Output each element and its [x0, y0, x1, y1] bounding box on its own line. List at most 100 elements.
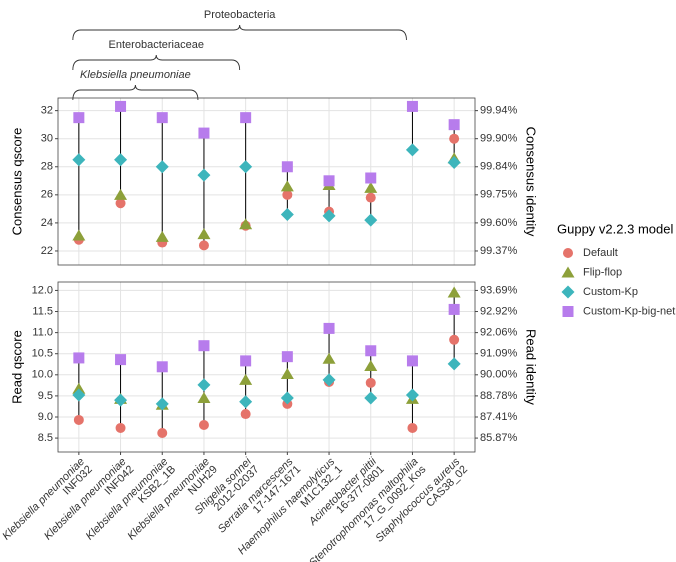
point [72, 153, 86, 167]
y2-tick-label: 99.60% [480, 217, 518, 229]
y-tick-label: 10.5 [32, 348, 53, 360]
point [365, 377, 376, 388]
y-axis-title: Read qscore [9, 330, 24, 404]
y2-tick-label: 99.90% [480, 133, 518, 145]
point [198, 127, 210, 139]
point [114, 188, 128, 200]
legend-marker [561, 285, 575, 299]
y-tick-label: 9.5 [38, 390, 53, 402]
point [197, 168, 211, 182]
y2-tick-label: 99.94% [480, 105, 518, 117]
legend-label: Custom-Kp-big-net [583, 305, 675, 317]
point [156, 112, 168, 124]
point [239, 218, 253, 230]
point [364, 359, 378, 371]
y2-tick-label: 99.75% [480, 189, 518, 201]
y-tick-label: 10.0 [32, 369, 53, 381]
y2-axis-title: Read identity [524, 329, 539, 405]
point [240, 355, 252, 367]
y-tick-label: 26 [41, 189, 53, 201]
y-tick-label: 11.5 [32, 305, 53, 317]
y2-tick-label: 88.78% [480, 390, 518, 402]
point [155, 160, 169, 174]
panel [58, 98, 475, 265]
point [323, 322, 335, 334]
legend-label: Custom-Kp [583, 286, 638, 298]
y-tick-label: 9.0 [38, 411, 53, 423]
y2-tick-label: 93.69% [480, 284, 518, 296]
panel-border [57, 97, 476, 266]
point [364, 391, 378, 405]
point [449, 334, 460, 345]
point [73, 112, 85, 124]
point [197, 228, 211, 240]
y2-tick-label: 92.92% [480, 305, 518, 317]
point [407, 422, 418, 433]
point [322, 209, 336, 223]
point [405, 143, 419, 157]
point [365, 345, 377, 357]
point [72, 388, 86, 402]
legend-label: Flip-flop [583, 266, 622, 278]
point [239, 395, 253, 409]
point [365, 192, 376, 203]
point [280, 367, 294, 379]
y-tick-label: 11.0 [32, 327, 53, 339]
point [72, 382, 86, 394]
y2-axis-title: Consensus identity [524, 127, 539, 237]
point [364, 181, 378, 193]
point [73, 414, 84, 425]
point [115, 354, 127, 366]
point [447, 357, 461, 371]
point [406, 355, 418, 367]
y2-tick-label: 92.06% [480, 327, 518, 339]
point [364, 213, 378, 227]
point [406, 100, 418, 112]
point [447, 156, 461, 170]
point [280, 207, 294, 221]
y2-tick-label: 91.09% [480, 348, 518, 360]
panel-border [57, 281, 476, 453]
y-tick-label: 30 [41, 133, 53, 145]
point [448, 303, 460, 315]
legend-marker [562, 306, 574, 317]
point [281, 161, 293, 173]
point [447, 286, 461, 298]
point [281, 351, 293, 363]
point [197, 378, 211, 392]
legend-marker [563, 248, 573, 258]
y2-tick-label: 99.84% [480, 161, 518, 173]
bracket [72, 54, 241, 71]
bracket-label: Enterobacteriaceae [109, 39, 204, 51]
y-axis-title: Consensus qscore [9, 128, 24, 236]
point [115, 100, 127, 112]
point [280, 180, 294, 192]
point [198, 420, 209, 431]
point [198, 340, 210, 352]
y-tick-label: 12.0 [32, 284, 53, 296]
point [114, 153, 128, 167]
bracket [72, 84, 199, 101]
point [322, 352, 336, 364]
point [157, 428, 168, 439]
point [282, 189, 293, 200]
y-tick-label: 8.5 [38, 432, 53, 444]
point [239, 160, 253, 174]
point [448, 119, 460, 131]
point [115, 198, 126, 209]
y2-tick-label: 85.87% [480, 432, 518, 444]
point [155, 397, 169, 411]
point [405, 388, 419, 402]
point [197, 392, 211, 404]
point [322, 373, 336, 387]
point [72, 229, 86, 241]
y-tick-label: 28 [41, 161, 53, 173]
y-tick-label: 32 [41, 105, 53, 117]
point [365, 172, 377, 184]
point [155, 230, 169, 242]
point [198, 240, 209, 251]
point [114, 393, 128, 407]
legend-label: Default [583, 247, 618, 259]
